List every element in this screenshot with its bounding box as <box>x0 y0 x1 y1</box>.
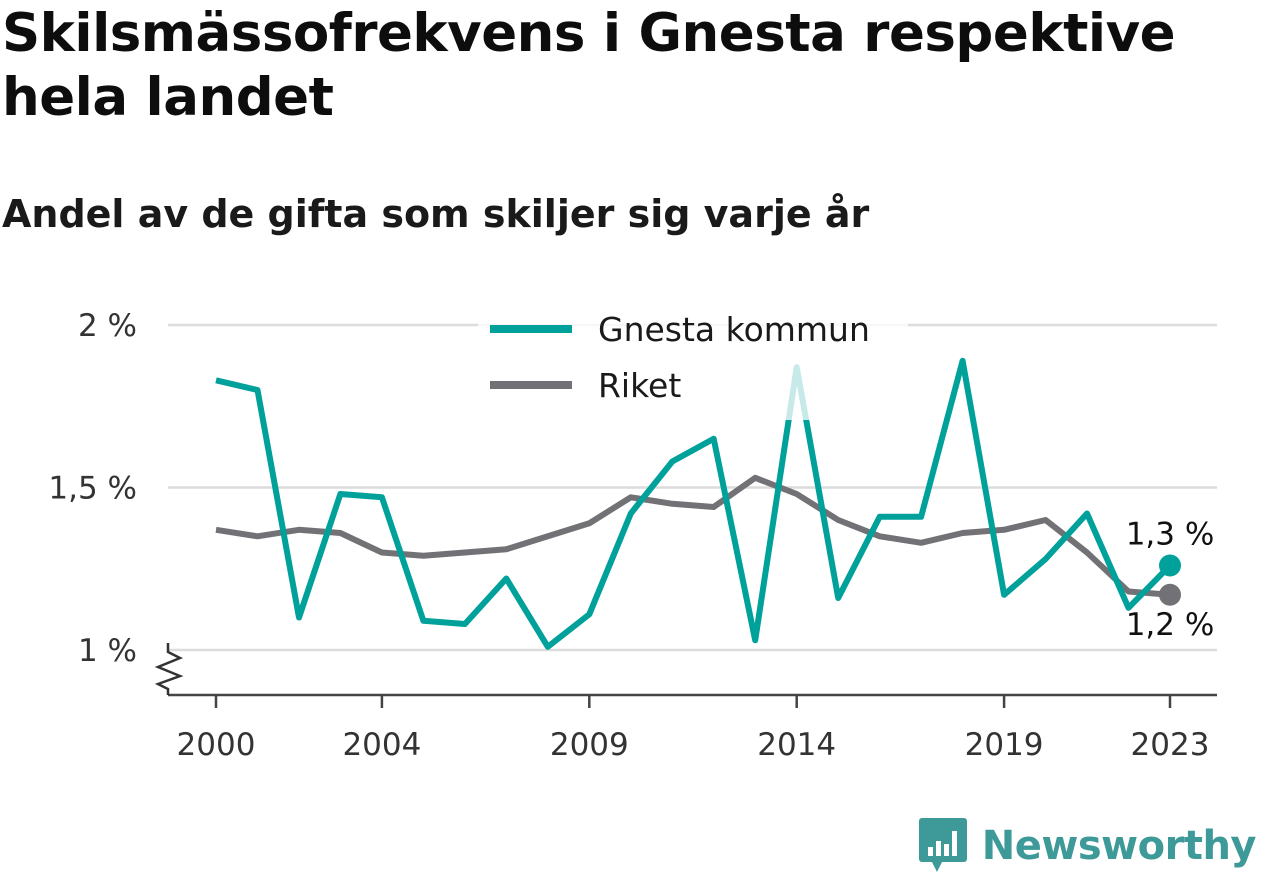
axis-break-icon <box>154 643 184 695</box>
chart-subtitle: Andel av de gifta som skiljer sig varje … <box>2 192 870 236</box>
end-label-gnesta: 1,3 % <box>1126 517 1215 553</box>
series-line-riket <box>215 474 1171 598</box>
legend-label: Gnesta kommun <box>598 310 870 349</box>
series-lines: 1,3 % 1,2 % <box>215 357 1215 650</box>
x-tick-label: 2004 <box>342 727 421 763</box>
brand-logo: Newsworthy <box>918 817 1257 875</box>
x-axis: 2000 2004 2009 2014 2019 2023 <box>154 643 1217 763</box>
series-line-gnesta <box>215 357 1173 650</box>
x-tick-label: 2019 <box>965 727 1044 763</box>
x-tick-label: 2023 <box>1131 727 1210 763</box>
chart-title: Skilsmässofrekvens i Gnesta respektive h… <box>2 3 1176 128</box>
brand-name: Newsworthy <box>981 823 1257 869</box>
y-tick-label: 1,5 % <box>48 471 137 507</box>
series-end-point <box>1159 583 1181 606</box>
y-tick-label: 2 % <box>78 308 137 344</box>
legend-label: Riket <box>598 366 681 405</box>
end-label-riket: 1,2 % <box>1126 607 1215 643</box>
legend: Gnesta kommun Riket <box>478 302 908 420</box>
x-tick-label: 2000 <box>177 727 256 763</box>
x-tick-label: 2014 <box>757 727 836 763</box>
x-tick-label: 2009 <box>550 727 629 763</box>
legend-background <box>478 302 908 420</box>
newsworthy-logo-icon <box>918 818 967 872</box>
y-axis-ticks: 2 % 1,5 % 1 % <box>48 308 137 669</box>
y-tick-label: 1 % <box>78 633 137 669</box>
series-end-point <box>1159 554 1181 577</box>
